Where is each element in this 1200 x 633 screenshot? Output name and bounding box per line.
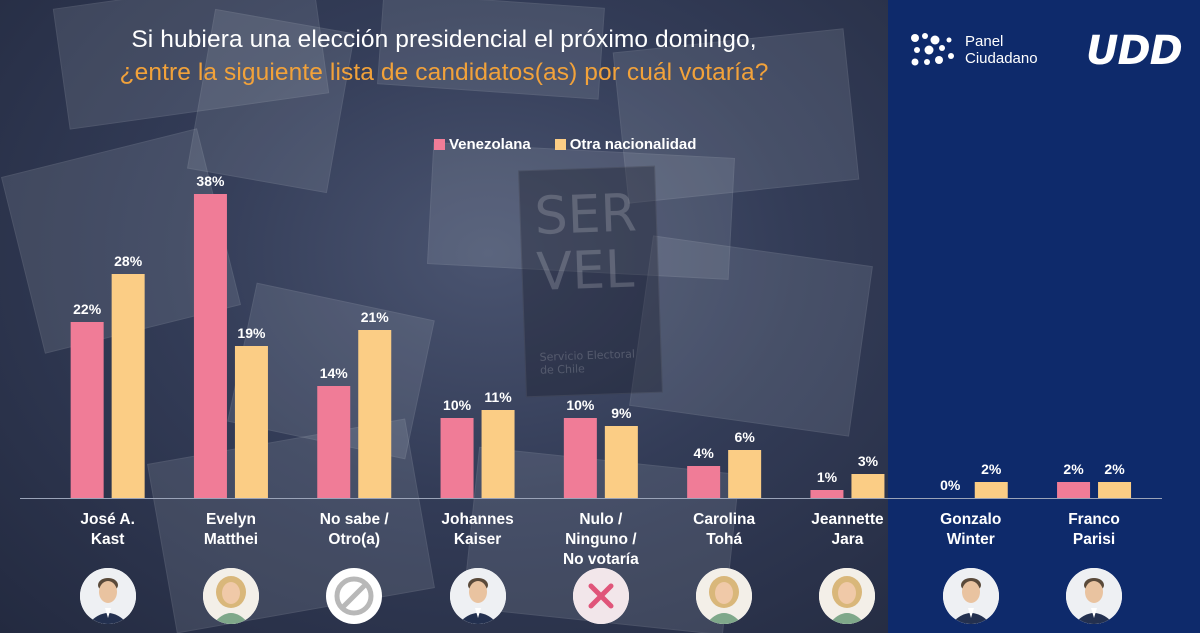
data-label-venezolana-8: 2% — [1063, 461, 1084, 477]
category-label-line: Tohá — [706, 531, 743, 548]
category-label-line: Ninguno / — [565, 531, 637, 548]
data-label-otra-6: 3% — [858, 453, 879, 469]
category-label-3: Johannes Kaiser — [418, 510, 538, 550]
bar-venezolana-1 — [193, 194, 227, 498]
data-label-otra-3: 11% — [484, 389, 512, 405]
person-photo-icon — [79, 568, 136, 624]
data-label-otra-7: 2% — [981, 461, 1002, 477]
bar-venezolana-4 — [563, 418, 597, 498]
bar-otra-5 — [728, 450, 762, 498]
data-label-otra-1: 19% — [237, 325, 266, 341]
person-photo-icon — [449, 568, 506, 624]
bar-venezolana-2 — [317, 386, 351, 498]
person-photo-icon — [1066, 568, 1123, 624]
nulo-x-icon — [572, 568, 629, 624]
data-label-venezolana-6: 1% — [817, 469, 838, 485]
bar-venezolana-3 — [440, 418, 474, 498]
chart-title-line-1: Si hubiera una elección presidencial el … — [131, 26, 757, 53]
category-label-line: Carolina — [693, 511, 756, 528]
data-label-otra-0: 28% — [114, 253, 143, 269]
category-label-6: Jeannette Jara — [787, 510, 907, 550]
person-photo-icon — [942, 568, 999, 624]
data-label-otra-2: 21% — [361, 309, 390, 325]
category-label-8: Franco Parisi — [1034, 510, 1154, 550]
category-label-7: Gonzalo Winter — [911, 510, 1031, 550]
category-label-4: Nulo / Ninguno / No votaría — [541, 510, 661, 570]
data-label-otra-8: 2% — [1104, 461, 1125, 477]
data-label-venezolana-4: 10% — [566, 397, 595, 413]
data-label-venezolana-7: 0% — [940, 477, 961, 493]
bar-venezolana-8 — [1057, 482, 1091, 498]
person-photo-icon — [202, 568, 259, 624]
category-label-line: Kast — [90, 531, 125, 548]
legend-label-otra: Otra nacionalidad — [569, 136, 697, 153]
category-label-line: Jara — [831, 531, 864, 548]
chart-title-line-2: ¿entre la siguiente lista de candidatos(… — [119, 59, 769, 86]
bar-otra-6 — [851, 474, 885, 498]
person-photo-icon — [819, 568, 876, 624]
category-label-line: No sabe / — [319, 511, 389, 528]
background-photo: SER VEL Servicio Electoral de Chile — [0, 0, 888, 633]
category-label-line: Johannes — [441, 511, 514, 528]
panel-ciudadano-text: Panel Ciudadano — [965, 33, 1038, 67]
data-label-venezolana-5: 4% — [694, 445, 715, 461]
category-label-0: José A. Kast — [48, 510, 168, 550]
legend-item-venezolana: Venezolana — [434, 136, 531, 153]
right-brand-panel — [888, 0, 1200, 633]
bar-otra-1 — [234, 346, 268, 498]
category-label-line: Franco — [1068, 511, 1120, 528]
category-label-line: Matthei — [203, 531, 259, 548]
category-label-line: Winter — [946, 531, 995, 548]
bar-otra-0 — [111, 274, 145, 498]
bar-venezolana-0 — [70, 322, 104, 498]
panel-logo-line-2: Ciudadano — [965, 50, 1038, 67]
bar-otra-2 — [358, 330, 392, 498]
category-label-line: No votaría — [562, 551, 639, 568]
category-label-line: Evelyn — [205, 511, 256, 528]
legend-item-otra: Otra nacionalidad — [554, 136, 697, 153]
legend-swatch-otra — [554, 139, 566, 150]
bar-otra-4 — [604, 426, 638, 498]
category-label-line: Otro(a) — [328, 531, 381, 548]
data-label-venezolana-2: 14% — [320, 365, 349, 381]
bar-venezolana-5 — [687, 466, 721, 498]
bar-otra-8 — [1098, 482, 1132, 498]
bar-otra-7 — [974, 482, 1008, 498]
no-sabe-icon — [326, 568, 383, 624]
category-label-1: Evelyn Matthei — [171, 510, 291, 550]
data-label-otra-4: 9% — [611, 405, 632, 421]
category-label-5: Carolina Tohá — [664, 510, 784, 550]
data-label-venezolana-0: 22% — [73, 301, 102, 317]
legend-label-venezolana: Venezolana — [449, 136, 531, 153]
category-label-line: José A. — [80, 511, 135, 528]
panel-ciudadano-dots-icon — [911, 33, 954, 66]
panel-logo-line-1: Panel — [965, 33, 1004, 50]
category-label-line: Kaiser — [453, 531, 502, 548]
legend-swatch-venezolana — [434, 139, 445, 150]
data-label-venezolana-1: 38% — [196, 173, 225, 189]
category-label-2: No sabe / Otro(a) — [294, 510, 414, 550]
data-label-venezolana-3: 10% — [443, 397, 472, 413]
category-label-line: Jeannette — [811, 511, 884, 528]
chart-legend: Venezolana Otra nacionalidad — [434, 136, 696, 153]
category-label-line: Nulo / — [579, 511, 623, 528]
panel-ciudadano-logo: Panel Ciudadano — [909, 32, 1038, 68]
bar-venezolana-6 — [810, 490, 844, 498]
bar-otra-3 — [481, 410, 515, 498]
person-photo-icon — [696, 568, 753, 624]
udd-logo: UDD — [1086, 28, 1183, 74]
category-label-line: Gonzalo — [940, 511, 1002, 528]
category-label-line: Parisi — [1072, 531, 1116, 548]
data-label-otra-5: 6% — [735, 429, 756, 445]
